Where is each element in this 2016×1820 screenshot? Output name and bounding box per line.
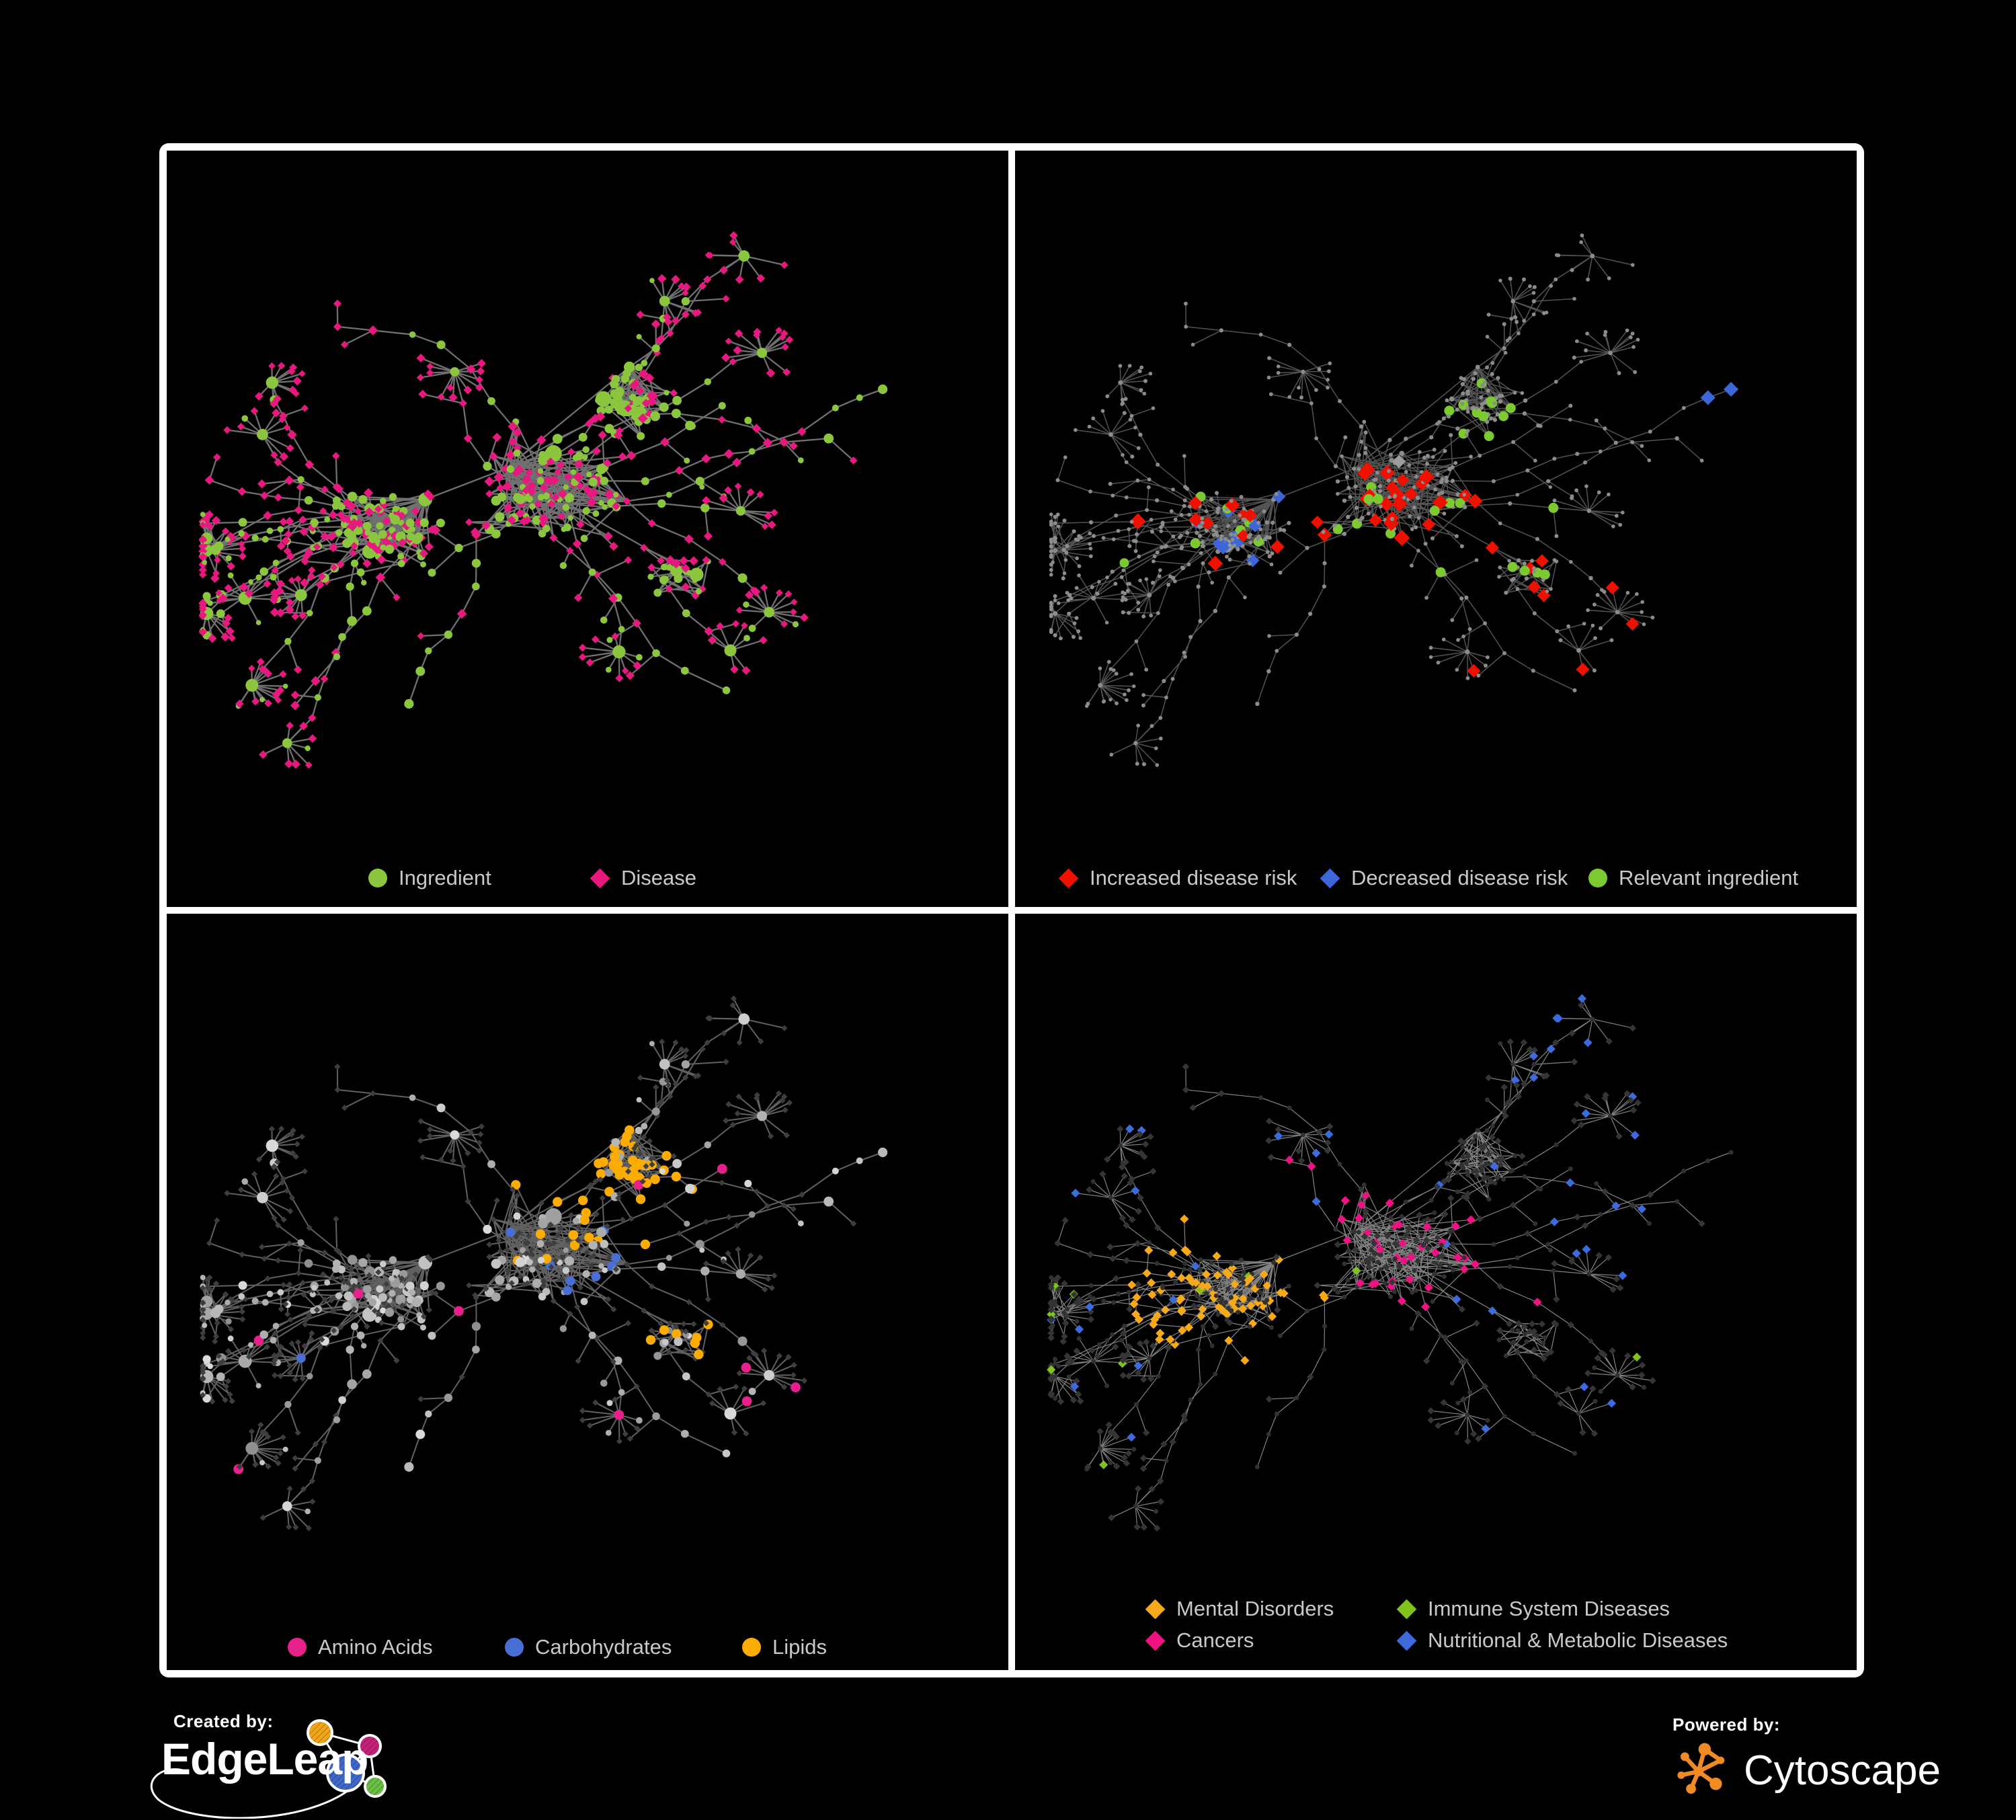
panel-ingredient-disease: Ingredient Disease: [167, 151, 1008, 907]
legend-item-nutritional-metabolic-diseases: Nutritional & Metabolic Diseases: [1396, 1626, 1728, 1655]
diamond-swatch: [1396, 1599, 1417, 1619]
legend-label: Disease: [621, 866, 696, 889]
legend-label: Amino Acids: [318, 1635, 433, 1659]
circle-swatch: [288, 1638, 307, 1657]
four-panel-frame: Ingredient Disease Increased disease risk…: [159, 143, 1864, 1677]
legend-label: Carbohydrates: [535, 1635, 672, 1659]
diamond-swatch: [1145, 1630, 1166, 1651]
edgeleap-credit: Created by: EdgeLeap: [144, 1711, 406, 1819]
network-graph-ingredient-disease: [198, 231, 888, 769]
legend-ingredient-classes: Amino Acids Carbohydrates Lipids: [167, 914, 1008, 1670]
nodes-layer: [200, 995, 888, 1532]
legend-item-increased-disease-risk: Increased disease risk: [1058, 863, 1297, 893]
diamond-swatch: [1320, 868, 1340, 888]
legend-label: Increased disease risk: [1090, 866, 1297, 889]
network-graph-disease-risk: [1049, 233, 1739, 767]
panel-ingredient-classes: Amino Acids Carbohydrates Lipids: [167, 914, 1008, 1670]
legend-label: Immune System Diseases: [1428, 1597, 1670, 1620]
cytoscape-credit: Powered by: Cytoscape: [1672, 1714, 1968, 1809]
legend-disease-risk: Increased disease risk Decreased disease …: [1015, 151, 1857, 907]
diamond-swatch: [1396, 1630, 1417, 1651]
diamond-swatch: [1145, 1599, 1166, 1619]
legend-item-lipids: Lipids: [742, 1632, 827, 1662]
nodes-layer: [198, 231, 888, 769]
edgeleap-swoosh: [150, 1768, 354, 1819]
legend-label: Decreased disease risk: [1351, 866, 1568, 889]
circle-swatch: [505, 1638, 524, 1657]
legend-item-relevant-ingredient: Relevant ingredient: [1588, 863, 1798, 893]
legend-ingredient-disease: Ingredient Disease: [167, 151, 1008, 907]
edgeleap-logo-icon: [150, 1719, 387, 1819]
circle-swatch: [368, 869, 387, 887]
legend-label: Nutritional & Metabolic Diseases: [1428, 1628, 1728, 1652]
cytoscape-icon-nodes: [1677, 1743, 1725, 1794]
panel-disease-risk: Increased disease risk Decreased disease …: [1015, 151, 1857, 907]
powered-by-label: Powered by:: [1672, 1714, 1781, 1735]
circle-swatch: [742, 1638, 761, 1657]
created-by-label: Created by:: [173, 1711, 274, 1731]
cytoscape-brand: Cytoscape: [1744, 1747, 1941, 1794]
legend-item-cancers: Cancers: [1145, 1626, 1254, 1655]
network-graph-ingredient-classes: [200, 995, 888, 1532]
panel-disease-categories: Mental Disorders Immune System Diseases Ca…: [1015, 914, 1857, 1670]
edgeleap-brand: EdgeLeap: [161, 1734, 368, 1784]
legend-label: Mental Disorders: [1176, 1597, 1334, 1620]
legend-label: Ingredient: [399, 866, 491, 889]
edgeleap-icon-hatching: [309, 1722, 384, 1795]
legend-item-ingredient: Ingredient: [368, 863, 491, 893]
legend-item-amino-acids: Amino Acids: [288, 1632, 433, 1662]
legend-disease-categories: Mental Disorders Immune System Diseases Ca…: [1015, 914, 1857, 1670]
nodes-layer: [1047, 994, 1734, 1532]
legend-item-immune-system-diseases: Immune System Diseases: [1396, 1594, 1670, 1624]
cytoscape-logo-icon: [1677, 1743, 1725, 1794]
network-graph-disease-categories: [1047, 994, 1734, 1532]
legend-label: Cancers: [1176, 1628, 1254, 1652]
legend-label: Relevant ingredient: [1619, 866, 1799, 889]
legend-item-carbohydrates: Carbohydrates: [505, 1632, 672, 1662]
circle-swatch: [1588, 869, 1607, 887]
legend-item-mental-disorders: Mental Disorders: [1145, 1594, 1334, 1624]
diamond-swatch: [590, 868, 610, 888]
nodes-layer: [1049, 233, 1739, 767]
diamond-swatch: [1058, 868, 1079, 888]
legend-label: Lipids: [772, 1635, 827, 1659]
legend-item-disease: Disease: [590, 863, 696, 893]
cytoscape-brand-row: Cytoscape: [1672, 1739, 1968, 1801]
legend-item-decreased-disease-risk: Decreased disease risk: [1320, 863, 1568, 893]
